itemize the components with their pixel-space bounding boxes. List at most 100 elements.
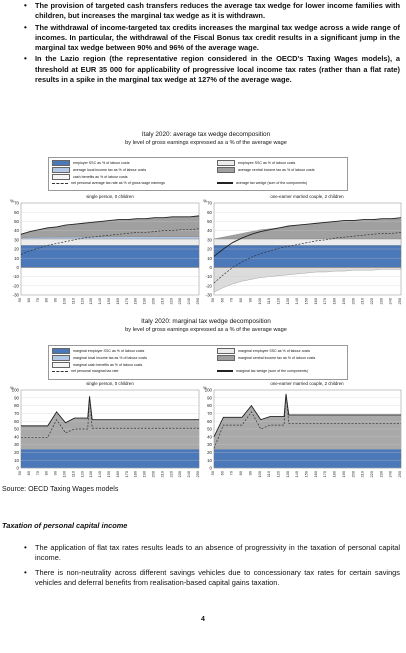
x-tick-label: 50 [17,297,22,302]
y-tick-label: 80 [207,403,212,408]
x-tick-label: 140 [97,297,102,304]
x-tick-label: 220 [168,470,173,477]
page-number: 4 [201,616,205,623]
x-tick-label: 110 [70,470,75,477]
y-unit-label: % [10,199,14,204]
x-tick-label: 130 [88,297,93,304]
series-line-tax-wedge [21,396,199,427]
y-tick-label: -10 [206,274,213,279]
x-tick-label: 240 [388,297,393,304]
x-tick-label: 50 [17,470,22,475]
figure-legend-average: employer SSC as % of labour costs employ… [48,157,348,191]
area-series [214,217,401,239]
legend-item: marginal tax wedge (sum of the component… [217,369,308,374]
y-tick-label: 60 [14,210,19,215]
y-tick-label: 40 [207,434,212,439]
panel-title: one-earner married couple, 2 children [270,194,344,199]
y-tick-label: 60 [207,419,212,424]
legend-item: net personal marginal tax rate [52,369,119,374]
y-tick-label: 10 [207,458,212,463]
y-tick-label: 50 [14,427,19,432]
legend-dash [52,182,68,184]
x-tick-label: 180 [332,297,337,304]
x-tick-label: 180 [332,470,337,477]
x-tick-label: 60 [219,470,224,475]
x-tick-label: 250 [195,470,200,477]
x-tick-label: 110 [266,297,271,304]
x-tick-label: 70 [35,470,40,475]
x-tick-label: 190 [142,297,147,304]
x-tick-label: 190 [341,297,346,304]
x-tick-label: 60 [219,297,224,302]
x-tick-label: 60 [26,470,31,475]
x-tick-label: 170 [124,297,129,304]
x-tick-label: 150 [304,470,309,477]
x-tick-label: 200 [350,297,355,304]
bullet-item: The withdrawal of income-targeted tax cr… [2,23,400,54]
figure-subtitle: by level of gross earnings expressed as … [125,327,287,333]
legend-item: marginal employer SSC as % of labour cos… [52,348,144,354]
y-unit-label: % [10,386,14,391]
x-tick-label: 60 [26,297,31,302]
x-tick-label: 180 [133,297,138,304]
legend-item: employer SSC as % of labour costs [52,160,130,166]
series-line-net-rate [213,232,402,284]
x-tick-label: 230 [378,470,383,477]
area-series [20,245,200,268]
area-series [21,396,199,450]
series-line-tax-wedge [20,215,200,235]
y-unit-label: % [203,199,207,204]
x-tick-label: 170 [322,470,327,477]
x-tick-label: 70 [35,297,40,302]
y-tick-label: 10 [14,458,19,463]
y-unit-label: % [203,386,207,391]
panel-title: single person, 0 children [86,381,134,386]
y-tick-label: 100 [205,388,213,393]
x-tick-label: 50 [210,470,215,475]
section-heading: Taxation of personal capital income [2,521,128,530]
x-tick-label: 90 [247,470,252,475]
bullet-item: The application of flat tax rates result… [2,543,400,564]
y-tick-label: -10 [13,274,20,279]
y-tick-label: 40 [207,228,212,233]
x-tick-label: 80 [238,470,243,475]
figure-subtitle: by level of gross earnings expressed as … [125,140,287,146]
y-tick-label: 70 [14,201,19,206]
x-tick-label: 230 [177,297,182,304]
legend-item: net personal average tax rate as % of gr… [52,181,165,186]
legend-item: employee SSC as % of labour costs [217,160,295,166]
x-tick-label: 170 [322,297,327,304]
x-tick-label: 180 [133,470,138,477]
x-tick-label: 140 [294,470,299,477]
legend-swatch [52,160,70,166]
x-tick-label: 160 [115,297,120,304]
x-tick-label: 140 [97,470,102,477]
x-tick-label: 150 [304,297,309,304]
x-tick-label: 120 [79,470,84,477]
panel-title: one-earner married couple, 2 children [270,381,344,386]
legend-item: average central income tax as % of labou… [217,167,315,173]
legend-item: marginal central income tax as % of labo… [217,355,315,361]
x-tick-label: 190 [142,470,147,477]
figure-title: Italy 2020: average tax wedge decomposit… [141,131,271,138]
area-series [214,393,401,450]
x-tick-label: 230 [177,470,182,477]
x-tick-label: 70 [229,470,234,475]
legend-item: average tax wedge (sum of the components… [217,181,307,186]
legend-swatch [217,348,235,354]
x-tick-label: 240 [186,470,191,477]
x-tick-label: 200 [350,470,355,477]
x-tick-label: 160 [313,470,318,477]
y-tick-label: -20 [206,283,213,288]
area-series [213,245,402,268]
x-tick-label: 250 [397,297,402,304]
legend-item: marginal cash benefits as % of labour co… [52,362,142,368]
x-tick-label: 110 [70,297,75,304]
x-tick-label: 130 [285,470,290,477]
legend-swatch [52,167,70,173]
bullet-item: There is non-neutrality across different… [2,568,400,589]
x-tick-label: 160 [313,297,318,304]
y-tick-label: 10 [14,256,19,261]
